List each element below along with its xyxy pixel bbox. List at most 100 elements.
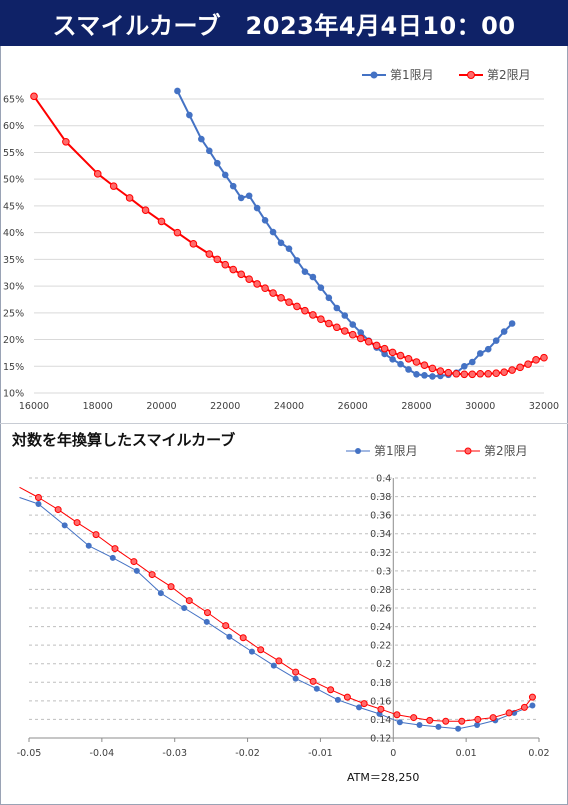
data-point-series2 xyxy=(412,358,421,366)
data-point-series2 xyxy=(292,668,300,676)
data-point-series2 xyxy=(442,717,450,725)
data-point-series2 xyxy=(458,717,466,725)
y-tick-label: 10% xyxy=(3,389,24,400)
chart-subtitle: 対数を年換算したスマイルカーブ xyxy=(11,431,235,449)
data-point-series2 xyxy=(508,366,516,374)
data-point-series2 xyxy=(293,302,301,311)
y-tick-label: 0.38 xyxy=(370,492,391,503)
y-tick-label: 30% xyxy=(3,282,24,293)
data-point-series2 xyxy=(540,353,548,362)
data-point-series2 xyxy=(364,337,373,346)
x-tick-label: 24000 xyxy=(274,401,304,412)
x-tick-label: 26000 xyxy=(338,401,368,412)
data-point-series1 xyxy=(35,501,42,507)
y-tick-label: 0.26 xyxy=(370,604,391,615)
x-tick-label: 0.01 xyxy=(456,748,477,759)
data-point-series1 xyxy=(133,567,140,574)
data-point-series1 xyxy=(301,268,309,275)
data-point-series1 xyxy=(492,337,500,344)
legend2-label-series2: 第2限月 xyxy=(484,444,528,458)
data-point-series1 xyxy=(198,135,205,143)
data-point-series1 xyxy=(313,685,320,692)
x-tick-label: 0.02 xyxy=(528,748,549,759)
data-point-series2 xyxy=(157,217,166,226)
data-point-series1 xyxy=(397,360,404,368)
data-point-series1 xyxy=(413,370,420,378)
data-point-series2 xyxy=(396,351,405,360)
data-point-series1 xyxy=(381,350,388,358)
data-point-series2 xyxy=(237,270,245,279)
data-point-series2 xyxy=(360,700,368,708)
x-tick-label: -0.03 xyxy=(162,748,187,759)
data-point-series2 xyxy=(404,354,413,363)
data-point-series1 xyxy=(245,192,253,200)
data-point-series2 xyxy=(73,519,81,527)
data-point-series2 xyxy=(245,275,253,283)
data-point-series2 xyxy=(460,370,469,379)
data-point-series1 xyxy=(292,675,299,682)
data-point-series2 xyxy=(62,137,70,146)
smile-curve-chart: 10% 15% 20% 25% 30% 35% 40% 45% 50% 55% 60% 65% 1600… xyxy=(3,68,559,412)
data-point-series1 xyxy=(500,328,508,335)
data-point-series2 xyxy=(111,545,119,553)
y-tick-label: 25% xyxy=(3,308,24,319)
y-tick-label: 0.3 xyxy=(376,566,391,577)
x-tick-label: 28000 xyxy=(401,401,431,412)
data-point-series1 xyxy=(317,284,325,291)
data-point-series2 xyxy=(93,170,102,178)
series-line-2 xyxy=(19,486,533,722)
y-tick-label: 0.12 xyxy=(370,734,391,745)
data-point-series1 xyxy=(109,554,116,561)
data-point-series2 xyxy=(222,622,230,630)
data-point-series1 xyxy=(226,633,233,640)
log-annualized-smile-chart: 対数を年換算したスマイルカーブ 0.12 0.14 0.16 0.18 0.2 0.22 0… xyxy=(11,431,550,784)
data-point-series1 xyxy=(341,312,349,319)
data-point-series1 xyxy=(508,320,516,327)
data-point-series1 xyxy=(237,194,245,202)
data-point-series2 xyxy=(436,367,445,375)
data-point-series2 xyxy=(309,311,317,319)
data-point-series2 xyxy=(141,206,150,214)
legend-marker-series1 xyxy=(370,71,378,79)
data-point-series2 xyxy=(500,368,508,376)
data-point-series2 xyxy=(125,194,134,202)
data-point-series1 xyxy=(468,358,476,366)
data-point-series2 xyxy=(348,330,357,339)
data-point-series2 xyxy=(327,686,335,694)
data-point-series1 xyxy=(277,239,285,247)
data-point-series1 xyxy=(309,273,317,281)
data-point-series2 xyxy=(92,531,100,539)
data-point-series1 xyxy=(213,159,221,167)
data-point-series2 xyxy=(393,711,401,719)
atm-annotation: ATM＝28,250 xyxy=(347,771,419,784)
data-point-series1 xyxy=(221,171,229,179)
legend-label-series2: 第2限月 xyxy=(487,68,531,82)
data-point-series2 xyxy=(173,228,182,237)
y-tick-label: 20% xyxy=(3,335,24,346)
data-point-series1 xyxy=(484,345,492,353)
y-tick-label: 0.14 xyxy=(370,715,391,726)
data-point-series2 xyxy=(377,705,385,713)
y-tick-label: 0.36 xyxy=(370,511,391,522)
data-point-series1 xyxy=(334,696,341,703)
data-point-series1 xyxy=(174,87,181,95)
legend-marker-series2 xyxy=(467,71,475,79)
data-point-series2 xyxy=(148,571,156,579)
data-point-series2 xyxy=(492,369,500,378)
data-point-series2 xyxy=(261,284,269,293)
data-point-series2 xyxy=(343,693,351,701)
data-point-series2 xyxy=(388,348,397,357)
x-tick-label: 32000 xyxy=(529,401,559,412)
data-point-series2 xyxy=(528,693,536,701)
data-point-series1 xyxy=(529,702,536,709)
data-point-series1 xyxy=(293,257,301,264)
data-point-series2 xyxy=(229,265,238,274)
data-point-series2 xyxy=(253,280,261,288)
y-tick-label: 55% xyxy=(3,148,24,159)
x-tick-label: 18000 xyxy=(83,401,113,412)
y-tick-label: 45% xyxy=(3,201,24,212)
y-tick-label: 35% xyxy=(3,255,24,266)
data-point-series2 xyxy=(34,494,42,501)
data-point-series1 xyxy=(253,204,261,212)
data-point-series1 xyxy=(435,723,442,730)
